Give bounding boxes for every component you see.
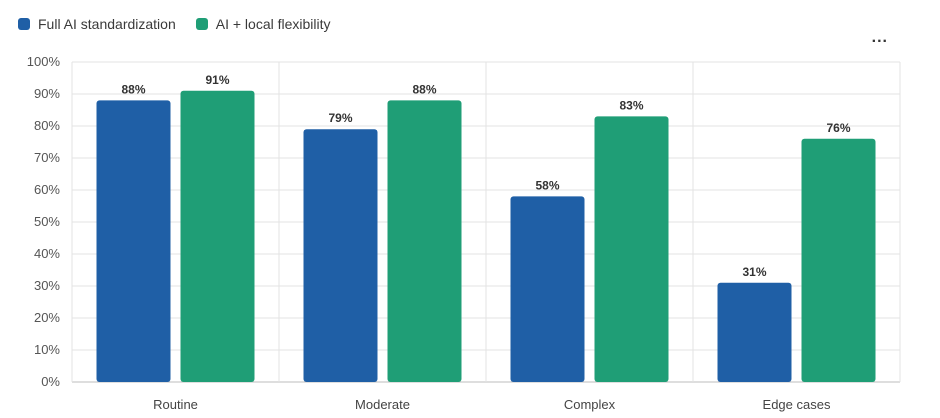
legend-item-series-1[interactable]: Full AI standardization [18, 16, 176, 32]
legend-label-series-1: Full AI standardization [38, 16, 176, 32]
y-tick-label: 0% [41, 374, 60, 389]
y-tick-label: 40% [34, 246, 60, 261]
legend-label-series-2: AI + local flexibility [215, 16, 331, 32]
data-label: 76% [826, 121, 850, 135]
bar-series-2-complex [594, 116, 669, 383]
data-label: 91% [205, 73, 229, 87]
data-label: 79% [328, 111, 352, 125]
y-tick-label: 20% [34, 310, 60, 325]
y-tick-label: 100% [27, 54, 61, 69]
bar-series-2-moderate [387, 100, 462, 383]
x-tick-label: Edge cases [763, 397, 831, 412]
legend-swatch-series-1 [18, 18, 30, 30]
data-label: 31% [742, 265, 766, 279]
legend: Full AI standardization AI + local flexi… [18, 16, 331, 32]
legend-swatch-series-2 [195, 18, 208, 30]
bar-series-1-complex [510, 196, 585, 382]
y-tick-label: 30% [34, 278, 60, 293]
y-tick-label: 10% [34, 342, 60, 357]
x-tick-label: Moderate [355, 397, 410, 412]
bar-series-1-routine [96, 100, 171, 383]
data-label: 83% [619, 98, 643, 112]
bar-series-2-routine [180, 90, 255, 383]
x-tick-label: Routine [153, 397, 198, 412]
more-horizontal-icon: ... [871, 29, 888, 46]
data-label: 58% [535, 178, 559, 192]
y-tick-label: 70% [34, 150, 60, 165]
data-label: 88% [412, 82, 436, 96]
y-tick-label: 60% [34, 182, 60, 197]
bar-series-2-edge-cases [801, 138, 876, 382]
y-tick-label: 90% [34, 86, 60, 101]
y-tick-label: 50% [34, 214, 60, 229]
data-label: 88% [121, 82, 145, 96]
more-options-button[interactable]: ... [872, 30, 888, 46]
y-tick-label: 80% [34, 118, 60, 133]
legend-item-series-2[interactable]: AI + local flexibility [195, 16, 331, 32]
bar-series-1-moderate [303, 129, 378, 382]
x-tick-label: Complex [564, 397, 616, 412]
bar-series-1-edge-cases [717, 282, 792, 382]
